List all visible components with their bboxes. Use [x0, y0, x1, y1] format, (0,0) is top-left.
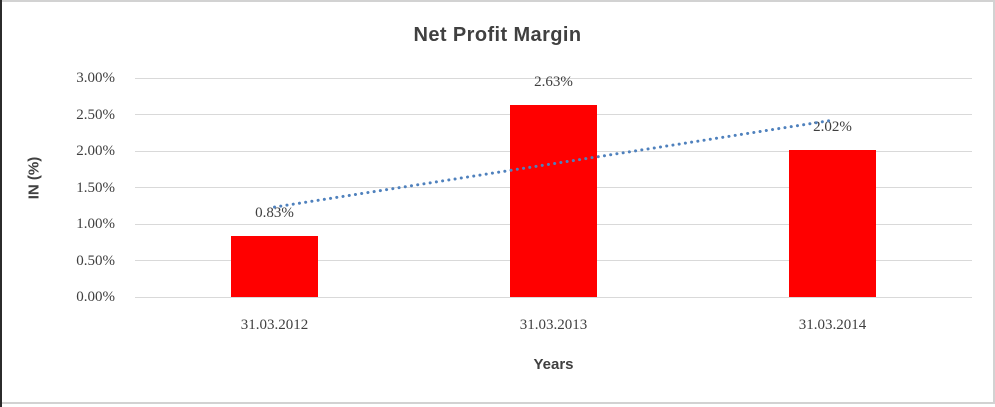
x-tick-label: 31.03.2014	[798, 317, 867, 333]
chart-title: Net Profit Margin	[413, 24, 582, 46]
bar-value-label: 0.83%	[255, 205, 294, 222]
bar	[789, 149, 876, 297]
x-tick-label: 31.03.2013	[519, 317, 588, 333]
y-tick-label: 2.50%	[76, 106, 115, 123]
y-tick-label: 3.00%	[76, 70, 115, 86]
y-tick-label: 1.00%	[76, 216, 115, 232]
bar	[510, 105, 597, 297]
bar	[231, 236, 318, 297]
bar-value-label: 2.63%	[534, 74, 573, 90]
y-tick-label: 0.00%	[76, 289, 115, 305]
trendline-path	[273, 118, 834, 209]
x-tick-label: 31.03.2012	[240, 317, 309, 333]
y-tick-label: 2.00%	[76, 143, 115, 159]
gridline	[135, 77, 972, 79]
chart-border-left	[0, 0, 2, 407]
gridline	[135, 296, 972, 298]
y-tick-label: 1.50%	[76, 179, 115, 196]
y-tick-label: 0.50%	[76, 252, 115, 269]
x-axis-title: Years	[533, 356, 574, 373]
